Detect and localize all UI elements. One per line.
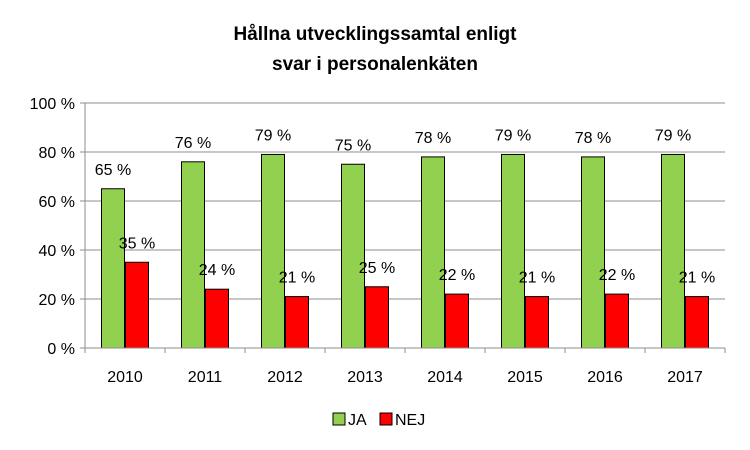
bar-ja <box>261 153 285 349</box>
data-label-ja: 78 % <box>575 130 611 147</box>
data-label-ja: 79 % <box>255 127 291 144</box>
x-tick-label: 2016 <box>587 369 623 386</box>
y-tick-label: 80 % <box>39 145 75 162</box>
data-label-ja: 76 % <box>175 135 211 152</box>
legend-label-ja: JA <box>348 412 367 429</box>
bar-nej <box>445 293 469 349</box>
bar-nej <box>365 286 389 349</box>
bar-ja <box>181 161 205 349</box>
data-label-ja: 79 % <box>655 127 691 144</box>
x-tick-label: 2017 <box>667 369 703 386</box>
bar-nej <box>205 288 229 349</box>
y-tick-label: 60 % <box>39 194 75 211</box>
y-tick-label: 100 % <box>30 96 75 113</box>
data-label-ja: 65 % <box>95 162 131 179</box>
data-labels: 65 % 35 % 76 % 24 % 79 % 21 % 75 % 25 % 78 % 22 %… <box>95 127 715 286</box>
x-tick-label: 2014 <box>427 369 463 386</box>
data-label-nej: 21 % <box>279 270 315 287</box>
bar-ja <box>581 156 605 349</box>
legend-swatch-nej <box>379 412 393 426</box>
y-tick-label: 40 % <box>39 243 75 260</box>
bar-ja <box>661 153 685 349</box>
y-tick-label: 20 % <box>39 292 75 309</box>
bar-nej <box>525 296 549 349</box>
chart-title-line-1: Hållna utvecklingssamtal enligt <box>234 24 518 45</box>
legend-label-nej: NEJ <box>395 412 425 429</box>
x-tick-label: 2011 <box>188 369 223 386</box>
chart-title-line-2: svar i personalenkäten <box>272 54 478 75</box>
data-label-ja: 78 % <box>415 130 451 147</box>
data-label-nej: 22 % <box>439 267 475 284</box>
data-label-nej: 24 % <box>199 262 235 279</box>
data-label-nej: 25 % <box>359 260 395 277</box>
x-tick-label: 2010 <box>107 369 143 386</box>
data-label-nej: 21 % <box>679 270 715 287</box>
bar-nej <box>605 293 629 349</box>
y-tick-label: 0 % <box>47 341 75 358</box>
data-label-nej: 21 % <box>519 270 555 287</box>
bar-nej <box>285 296 309 349</box>
data-label-ja: 79 % <box>495 127 531 144</box>
axes: 0 % 20 % 40 % 60 % 80 % 100 % 2010 2011 2012 2013… <box>30 96 726 386</box>
legend-swatch-ja <box>332 412 346 426</box>
bar-nej <box>685 296 709 349</box>
x-tick-label: 2015 <box>507 369 543 386</box>
bar-ja <box>421 156 445 349</box>
x-tick-label: 2012 <box>267 369 303 386</box>
bar-ja <box>341 163 365 349</box>
data-label-nej: 35 % <box>119 235 155 252</box>
bar-ja <box>501 153 525 349</box>
bar-nej <box>125 261 149 349</box>
data-label-ja: 75 % <box>335 137 371 154</box>
data-label-nej: 22 % <box>599 267 635 284</box>
bar-ja <box>101 188 125 349</box>
x-tick-label: 2013 <box>347 369 383 386</box>
bars <box>101 153 709 349</box>
legend: JA NEJ <box>332 412 425 429</box>
